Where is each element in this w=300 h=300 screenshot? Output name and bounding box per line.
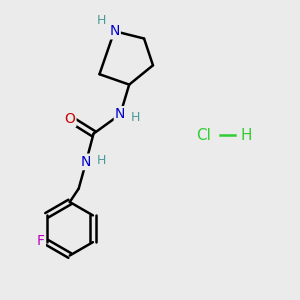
Text: Cl: Cl [196,128,211,142]
Text: F: F [37,234,45,248]
Text: H: H [96,154,106,167]
Text: N: N [115,107,125,121]
Text: H: H [130,111,140,124]
Text: N: N [109,24,119,38]
Text: H: H [241,128,252,142]
Text: H: H [96,14,106,27]
Text: O: O [64,112,75,126]
Text: N: N [81,155,91,169]
